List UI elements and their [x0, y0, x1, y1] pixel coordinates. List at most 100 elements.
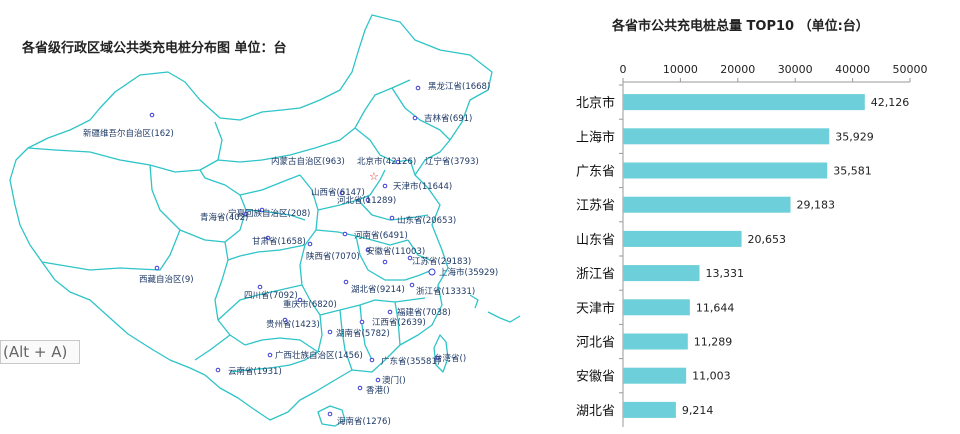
x-tick-label: 10000	[663, 63, 698, 76]
bar	[623, 162, 828, 179]
province-label: 四川省(7092)	[244, 290, 298, 301]
value-label: 35,929	[835, 130, 874, 143]
map-dot	[342, 231, 348, 237]
value-label: 9,214	[682, 404, 714, 417]
map-dot	[382, 183, 388, 189]
province-label: 新疆维吾尔自治区(162)	[83, 128, 174, 139]
value-label: 29,183	[797, 199, 836, 212]
chart-title: 各省市公共充电桩总量 TOP10 （单位:台）	[612, 19, 869, 34]
value-label: 42,126	[871, 96, 910, 109]
province-label: 江苏省(29183)	[412, 256, 471, 267]
category-label: 广东省	[576, 165, 615, 180]
map-dot	[215, 367, 221, 373]
top10-bar-chart: 0 10000 20000 30000 40000 50000 北京市 42,126 上海市 35…	[576, 63, 928, 427]
map-dot	[154, 265, 160, 271]
province-label: 广西壮族自治区(1456)	[275, 350, 363, 361]
map-dot	[375, 377, 381, 383]
category-label: 湖北省	[576, 404, 615, 419]
province-label: 湖南省(5782)	[336, 328, 390, 339]
map-dot	[343, 279, 349, 285]
province-label: 贵州省(1423)	[266, 319, 320, 330]
map-dot	[265, 235, 271, 241]
map-dot	[359, 319, 365, 325]
province-label: 天津市(11644)	[393, 181, 452, 192]
map-dot	[149, 112, 155, 118]
map-outline	[9, 14, 521, 427]
province-label: 重庆市(6820)	[283, 299, 337, 310]
province-label: 上海市(35929)	[439, 267, 498, 278]
province-label: 山东省(20653)	[397, 215, 456, 226]
map-dot	[428, 268, 436, 276]
map-dot	[409, 282, 415, 288]
bar	[623, 401, 676, 418]
province-label: 澳门()	[382, 375, 406, 386]
shortcut-hint: (Alt + A)	[0, 340, 80, 364]
map-dot	[327, 411, 333, 417]
province-label: 香港()	[366, 385, 390, 396]
map-dot	[365, 247, 371, 253]
map-dot	[369, 357, 375, 363]
x-tick-label: 20000	[720, 63, 755, 76]
province-label: 湖北省(9214)	[351, 284, 405, 295]
province-label: 云南省(1931)	[228, 366, 282, 377]
bar	[623, 94, 865, 111]
province-label: 宁夏回族自治区(208)	[228, 208, 310, 219]
category-label: 北京市	[576, 95, 615, 111]
map-dot	[435, 355, 441, 361]
bar	[623, 196, 791, 213]
province-label: 辽宁省(3793)	[425, 156, 479, 167]
value-label: 11,003	[692, 370, 731, 383]
map-dot	[327, 329, 333, 335]
value-label: 11,644	[696, 301, 735, 314]
province-label: 北京市(42126)	[357, 156, 416, 167]
x-tick-label: 30000	[778, 63, 813, 76]
bar	[623, 333, 688, 350]
bar	[623, 367, 687, 384]
map-dot	[357, 385, 363, 391]
province-label: 安徽省(11003)	[366, 246, 425, 257]
map-dot	[389, 215, 395, 221]
province-label: 海南省(1276)	[337, 416, 391, 427]
bar	[623, 230, 742, 247]
province-label: 台湾省()	[434, 353, 466, 364]
china-map: ☆ 黑龙江省(1668) 吉林省(691) 新疆维吾尔自治区(162) 内蒙古自…	[9, 14, 521, 427]
map-dot	[267, 352, 273, 358]
x-tick-label: 40000	[835, 63, 870, 76]
map-dot	[412, 115, 418, 121]
map-title: 各省级行政区域公共类充电桩分布图 单位：台	[22, 41, 287, 56]
map-dot	[257, 284, 263, 290]
province-label: 陕西省(7070)	[306, 251, 360, 262]
x-tick-label: 0	[620, 63, 627, 76]
province-label: 黑龙江省(1668)	[428, 81, 490, 92]
bar	[623, 265, 700, 282]
province-label: 青海省(402)	[200, 212, 248, 223]
province-label: 河北省(11289)	[337, 195, 396, 206]
map-dot	[387, 309, 393, 315]
map-dot	[307, 241, 313, 247]
category-label: 山东省	[576, 233, 615, 248]
map-dot	[395, 159, 401, 165]
map-dot	[339, 190, 345, 196]
map-dot	[282, 317, 288, 323]
map-dot	[407, 255, 413, 261]
province-label: 西藏自治区(9)	[139, 274, 194, 285]
value-label: 20,653	[748, 233, 787, 246]
province-label: 山西省(6147)	[311, 187, 365, 198]
map-dot	[365, 197, 371, 203]
category-label: 天津市	[576, 300, 615, 316]
map-dot	[243, 211, 249, 217]
map-dot	[415, 85, 421, 91]
category-label: 河北省	[576, 336, 615, 351]
category-label: 浙江省	[576, 267, 615, 282]
province-label: 甘肃省(1658)	[252, 236, 306, 247]
province-label: 河南省(6491)	[354, 230, 408, 241]
province-label: 浙江省(13331)	[416, 286, 475, 297]
map-dot	[382, 259, 388, 265]
map-dot	[297, 297, 303, 303]
province-label: 吉林省(691)	[424, 113, 472, 124]
value-label: 11,289	[694, 336, 733, 349]
map-dot	[259, 207, 265, 213]
bar	[623, 299, 690, 316]
bar	[623, 128, 830, 145]
capital-star-icon: ☆	[369, 170, 379, 183]
